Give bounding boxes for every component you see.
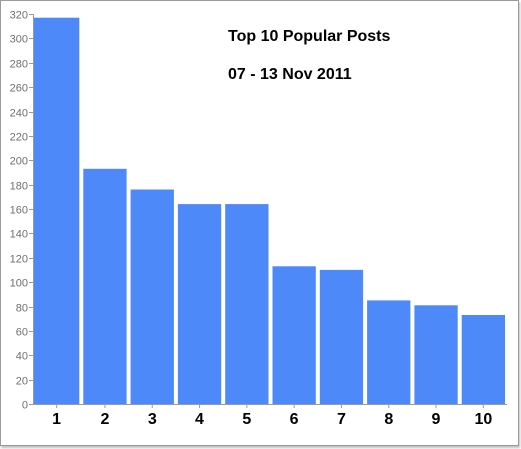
y-tick-label: 100 (10, 278, 28, 290)
x-tick-label: 8 (384, 411, 393, 428)
x-tick-label: 3 (148, 411, 157, 428)
y-tick-label: 40 (16, 351, 28, 363)
bar (319, 269, 364, 404)
y-tick-label: 180 (10, 181, 28, 193)
y-tick-label: 300 (10, 34, 28, 46)
x-tick-label: 2 (100, 411, 109, 428)
x-tick-label: 5 (242, 411, 251, 428)
x-tick-label: 6 (290, 411, 299, 428)
bar (34, 17, 80, 404)
y-tick-label: 240 (10, 108, 28, 120)
y-tick-label: 320 (10, 10, 28, 22)
y-tick-label: 120 (10, 254, 28, 266)
bar (130, 189, 174, 404)
y-tick-label: 80 (16, 303, 28, 315)
y-tick-label: 60 (16, 327, 28, 339)
bar (414, 305, 458, 404)
y-tick-label: 220 (10, 132, 28, 144)
x-tick-label: 7 (337, 411, 346, 428)
x-tick-label: 1 (52, 411, 61, 428)
x-tick-label: 10 (475, 411, 493, 428)
axes (29, 14, 507, 408)
chart-subtitle: 07 - 13 Nov 2011 (228, 66, 352, 83)
bar (272, 266, 316, 404)
chart-title: Top 10 Popular Posts (228, 28, 391, 45)
x-tick-label: 4 (195, 411, 204, 428)
bar (225, 204, 269, 404)
tick-labels: 0 20 40 60 80 100 120 140 160 180 200 220 240 260 280 3… (10, 10, 493, 429)
y-tick-label: 0 (22, 400, 28, 412)
bar (177, 204, 222, 404)
y-tick-label: 260 (10, 83, 28, 95)
y-tick-label: 140 (10, 229, 28, 241)
y-tick-label: 160 (10, 205, 28, 217)
y-tick-label: 280 (10, 59, 28, 71)
bar (367, 300, 411, 404)
x-tick-label: 9 (432, 411, 441, 428)
bar (461, 315, 505, 404)
bars (34, 17, 505, 404)
y-tick-label: 200 (10, 156, 28, 168)
y-tick-label: 20 (16, 376, 28, 388)
bar (83, 168, 127, 404)
